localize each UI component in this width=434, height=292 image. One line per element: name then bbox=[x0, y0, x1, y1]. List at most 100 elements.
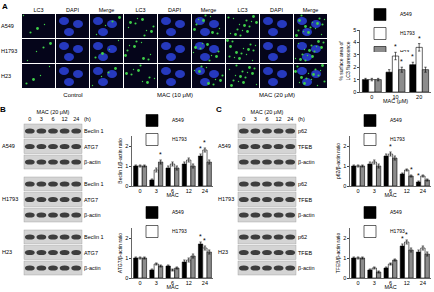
svg-text:Beclin 1: Beclin 1 bbox=[84, 234, 104, 240]
svg-text:H23: H23 bbox=[400, 49, 409, 52]
svg-text:MAC (20 μM): MAC (20 μM) bbox=[251, 109, 284, 115]
svg-text:*: * bbox=[389, 143, 392, 150]
svg-text:A549: A549 bbox=[400, 11, 412, 17]
svg-text:A549: A549 bbox=[2, 143, 15, 149]
svg-text:H23: H23 bbox=[2, 249, 12, 255]
svg-text:MAC: MAC bbox=[166, 192, 178, 198]
svg-text:TFEB: TFEB bbox=[298, 197, 312, 203]
svg-text:TFEB: TFEB bbox=[298, 250, 312, 256]
svg-text:A549: A549 bbox=[172, 117, 184, 123]
svg-text:1: 1 bbox=[125, 163, 128, 169]
svg-text:20: 20 bbox=[416, 94, 422, 100]
svg-text:β-actin: β-actin bbox=[298, 265, 315, 271]
svg-text:β-actin: β-actin bbox=[84, 212, 101, 218]
svg-text:*: * bbox=[394, 43, 397, 50]
svg-text:*: * bbox=[400, 58, 403, 65]
svg-text:24: 24 bbox=[420, 280, 426, 286]
svg-text:ATG7: ATG7 bbox=[84, 144, 98, 150]
svg-text:LC3: LC3 bbox=[33, 7, 43, 13]
svg-text:H23: H23 bbox=[1, 73, 11, 79]
svg-text:4: 4 bbox=[353, 39, 356, 45]
svg-text:12: 12 bbox=[62, 116, 68, 122]
svg-text:6: 6 bbox=[265, 116, 268, 122]
svg-text:6: 6 bbox=[389, 280, 392, 286]
svg-text:Merge: Merge bbox=[99, 7, 115, 13]
svg-text:24: 24 bbox=[420, 188, 426, 194]
svg-text:*: * bbox=[199, 233, 202, 240]
svg-text:β-actin: β-actin bbox=[298, 159, 315, 165]
svg-text:H1793: H1793 bbox=[172, 136, 187, 142]
svg-text:*: * bbox=[417, 172, 420, 179]
svg-text:A: A bbox=[2, 2, 8, 11]
svg-text:2: 2 bbox=[353, 64, 356, 70]
svg-text:0: 0 bbox=[28, 116, 31, 122]
svg-text:24: 24 bbox=[287, 116, 293, 122]
svg-text:0: 0 bbox=[139, 280, 142, 286]
svg-text:3: 3 bbox=[155, 188, 158, 194]
svg-text:% surface area ofLC3 fluoresce: % surface area ofLC3 fluorescence bbox=[338, 41, 351, 81]
svg-text:*: * bbox=[199, 145, 202, 152]
svg-text:MAC (20 μM): MAC (20 μM) bbox=[259, 92, 295, 98]
svg-text:2: 2 bbox=[125, 235, 128, 241]
svg-text:MAC: MAC bbox=[384, 192, 396, 198]
svg-text:*: * bbox=[411, 53, 414, 60]
svg-text:0: 0 bbox=[125, 275, 128, 281]
svg-text:DAPI: DAPI bbox=[270, 7, 283, 13]
svg-text:0: 0 bbox=[357, 188, 360, 194]
svg-text:12: 12 bbox=[276, 116, 282, 122]
svg-text:p62: p62 bbox=[298, 181, 307, 187]
svg-text:DAPI: DAPI bbox=[66, 7, 79, 13]
svg-text:3: 3 bbox=[353, 52, 356, 58]
svg-text:(h): (h) bbox=[84, 116, 91, 122]
svg-text:*: * bbox=[159, 151, 162, 158]
svg-text:A549: A549 bbox=[172, 209, 184, 215]
svg-text:3: 3 bbox=[373, 280, 376, 286]
svg-text:MAC: MAC bbox=[384, 284, 396, 290]
svg-text:ATG7: ATG7 bbox=[84, 250, 98, 256]
svg-text:0: 0 bbox=[357, 280, 360, 286]
svg-text:1: 1 bbox=[125, 255, 128, 261]
svg-text:0: 0 bbox=[343, 275, 346, 281]
svg-text:0: 0 bbox=[125, 183, 128, 189]
svg-text:3: 3 bbox=[254, 116, 257, 122]
svg-text:5: 5 bbox=[353, 27, 356, 33]
svg-text:MAC: MAC bbox=[166, 284, 178, 290]
svg-text:Beclin 1: Beclin 1 bbox=[84, 181, 104, 187]
svg-text:DAPI: DAPI bbox=[168, 7, 181, 13]
svg-text:H1793: H1793 bbox=[218, 196, 234, 202]
svg-text:24: 24 bbox=[73, 116, 79, 122]
svg-text:LC3: LC3 bbox=[237, 7, 247, 13]
svg-text:0: 0 bbox=[353, 89, 356, 95]
svg-text:*: * bbox=[410, 166, 413, 173]
svg-text:ATG7: ATG7 bbox=[84, 197, 98, 203]
svg-text:6: 6 bbox=[389, 188, 392, 194]
svg-text:H1793: H1793 bbox=[390, 228, 405, 234]
svg-text:p62: p62 bbox=[298, 128, 307, 134]
svg-text:Control: Control bbox=[63, 92, 82, 98]
svg-text:MAC (20 μM): MAC (20 μM) bbox=[37, 109, 70, 115]
svg-text:MAC (10 μM): MAC (10 μM) bbox=[157, 92, 193, 98]
svg-text:2: 2 bbox=[343, 143, 346, 149]
svg-text:1: 1 bbox=[343, 255, 346, 261]
svg-text:TFEB: TFEB bbox=[298, 144, 312, 150]
svg-text:3: 3 bbox=[40, 116, 43, 122]
svg-text:ATG7/β-actin ratio: ATG7/β-actin ratio bbox=[117, 233, 123, 274]
svg-text:MAC (μM): MAC (μM) bbox=[383, 98, 408, 104]
svg-text:Beclin 1/β-actin ratio: Beclin 1/β-actin ratio bbox=[117, 138, 123, 184]
svg-text:*: * bbox=[401, 235, 404, 242]
svg-text:3: 3 bbox=[373, 188, 376, 194]
svg-text:A549: A549 bbox=[390, 117, 402, 123]
svg-text:6: 6 bbox=[51, 116, 54, 122]
svg-text:LC3: LC3 bbox=[135, 7, 145, 13]
svg-text:(h): (h) bbox=[298, 116, 305, 122]
svg-text:C: C bbox=[216, 105, 222, 114]
svg-text:H1793: H1793 bbox=[400, 30, 415, 36]
svg-text:24: 24 bbox=[202, 280, 208, 286]
svg-text:β-actin: β-actin bbox=[298, 212, 315, 218]
svg-text:6: 6 bbox=[171, 188, 174, 194]
svg-text:12: 12 bbox=[404, 188, 410, 194]
svg-text:0: 0 bbox=[370, 94, 373, 100]
svg-text:H1793: H1793 bbox=[2, 196, 18, 202]
svg-text:0: 0 bbox=[343, 183, 346, 189]
svg-text:β-actin: β-actin bbox=[84, 159, 101, 165]
